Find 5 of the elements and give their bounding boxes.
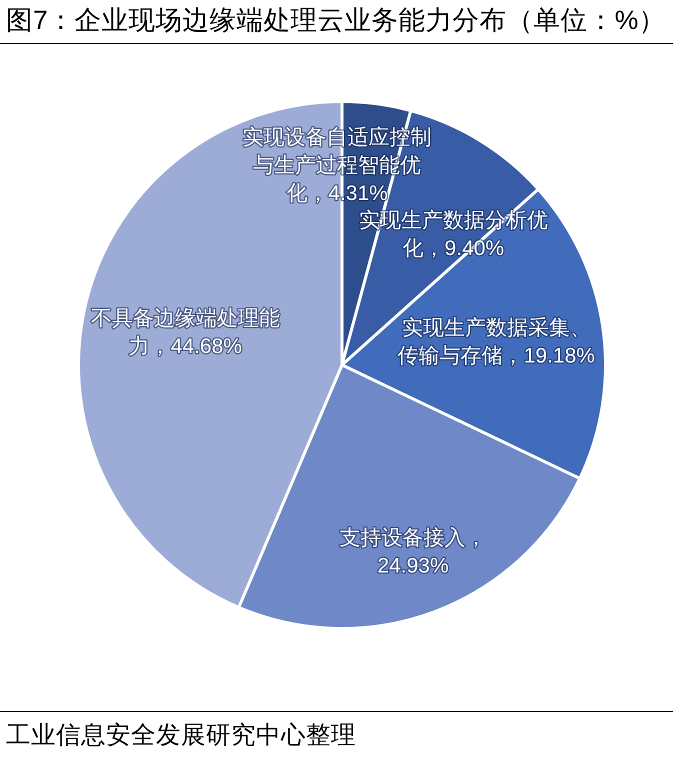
chart-title: 图7：企业现场边缘端处理云业务能力分布（单位：%） [6, 4, 666, 37]
slice-label: 实现生产数据采集、传输与存储，19.18% [398, 316, 595, 368]
text: 工业信息安全发展研究中心整理 [6, 721, 356, 751]
slice-label: 不具备边缘端处理能力，44.68% [90, 306, 280, 358]
slice-label: 支持设备接入，24.93% [340, 526, 487, 578]
